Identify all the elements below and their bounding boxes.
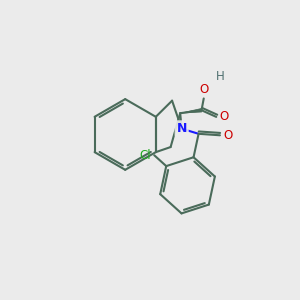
- Polygon shape: [180, 109, 202, 113]
- Text: O: O: [199, 82, 208, 95]
- Text: O: O: [220, 110, 229, 123]
- Text: N: N: [176, 122, 187, 135]
- Text: H: H: [216, 70, 224, 83]
- Text: O: O: [224, 129, 233, 142]
- Text: Cl: Cl: [140, 149, 151, 162]
